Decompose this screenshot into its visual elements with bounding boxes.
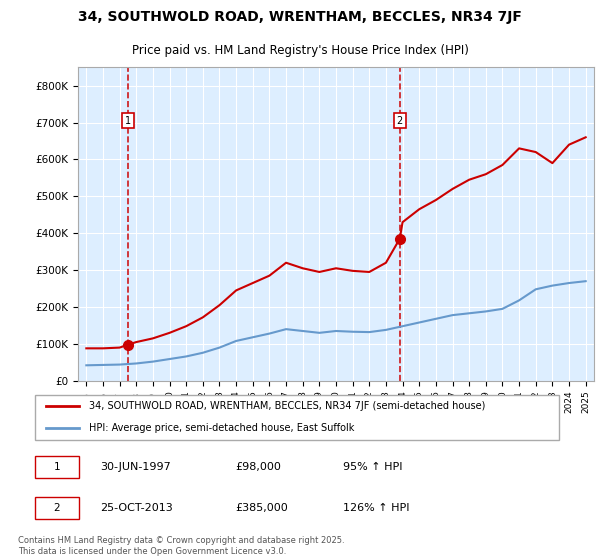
Text: 126% ↑ HPI: 126% ↑ HPI (343, 502, 410, 512)
Text: £385,000: £385,000 (235, 502, 288, 512)
FancyBboxPatch shape (35, 456, 79, 478)
Text: 30-JUN-1997: 30-JUN-1997 (100, 462, 171, 472)
Text: 34, SOUTHWOLD ROAD, WRENTHAM, BECCLES, NR34 7JF: 34, SOUTHWOLD ROAD, WRENTHAM, BECCLES, N… (78, 10, 522, 24)
Text: 95% ↑ HPI: 95% ↑ HPI (343, 462, 403, 472)
Text: 1: 1 (53, 462, 61, 472)
FancyBboxPatch shape (35, 394, 559, 440)
Text: £98,000: £98,000 (235, 462, 281, 472)
Text: Contains HM Land Registry data © Crown copyright and database right 2025.
This d: Contains HM Land Registry data © Crown c… (18, 536, 344, 556)
Text: 2: 2 (53, 502, 61, 512)
Text: 25-OCT-2013: 25-OCT-2013 (100, 502, 173, 512)
Text: Price paid vs. HM Land Registry's House Price Index (HPI): Price paid vs. HM Land Registry's House … (131, 44, 469, 57)
Text: 1: 1 (125, 115, 131, 125)
FancyBboxPatch shape (35, 497, 79, 519)
Text: 34, SOUTHWOLD ROAD, WRENTHAM, BECCLES, NR34 7JF (semi-detached house): 34, SOUTHWOLD ROAD, WRENTHAM, BECCLES, N… (89, 401, 486, 411)
Text: HPI: Average price, semi-detached house, East Suffolk: HPI: Average price, semi-detached house,… (89, 423, 355, 433)
Text: 2: 2 (397, 115, 403, 125)
